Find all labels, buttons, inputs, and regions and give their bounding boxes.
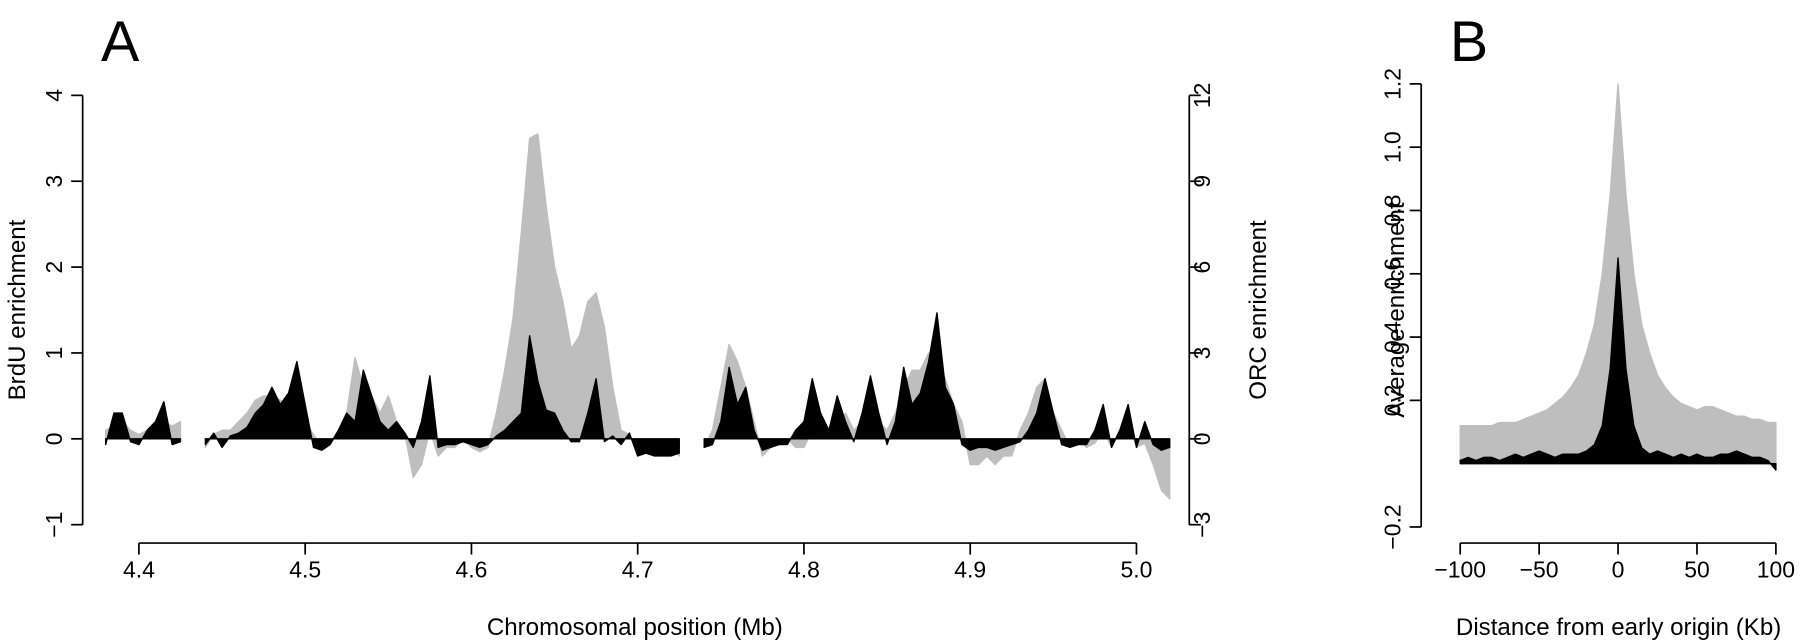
panel-label: B (1450, 10, 1488, 74)
y-tick-label: 1 (41, 347, 67, 360)
x-tick-label: −100 (1434, 556, 1486, 582)
x-tick-label: 50 (1684, 556, 1710, 582)
y-tick-label: 0.4 (1380, 321, 1406, 353)
y-axis-title: BrdU enrichment (4, 219, 31, 400)
x-tick-label: 100 (1757, 556, 1795, 582)
x-tick-label: −50 (1520, 556, 1559, 582)
y-tick-label: −0.2 (1380, 504, 1406, 549)
y2-axis-title: ORC enrichment (1245, 220, 1272, 400)
x-tick-label: 4.7 (622, 556, 654, 582)
y-tick-label: 0.8 (1380, 195, 1406, 227)
y2-tick-label: −3 (1189, 512, 1215, 538)
x-tick-label: 4.5 (289, 556, 321, 582)
y-tick-label: 0.2 (1380, 384, 1406, 416)
y-tick-label: 1.0 (1380, 131, 1406, 163)
y2-tick-label: 3 (1189, 347, 1215, 360)
y-tick-label: 0.6 (1380, 258, 1406, 290)
x-axis-title: Distance from early origin (Kb) (1456, 614, 1781, 641)
y2-tick-label: 12 (1189, 83, 1215, 109)
x-tick-label: 4.4 (123, 556, 155, 582)
x-tick-label: 0 (1612, 556, 1625, 582)
y-tick-label: 1.2 (1380, 68, 1406, 100)
x-tick-label: 4.8 (788, 556, 820, 582)
y2-tick-label: 0 (1189, 432, 1215, 445)
x-tick-label: 4.9 (954, 556, 986, 582)
y-tick-label: 2 (41, 261, 67, 274)
y-tick-label: 3 (41, 175, 67, 188)
x-tick-label: 4.6 (455, 556, 487, 582)
area-series (1459, 257, 1777, 471)
y2-tick-label: 9 (1189, 175, 1215, 188)
x-tick-label: 5.0 (1121, 556, 1153, 582)
y-axis-title: Average enrichment (1383, 202, 1410, 417)
panel-label: A (101, 10, 140, 74)
x-axis-title: Chromosomal position (Mb) (487, 614, 783, 641)
y2-tick-label: 6 (1189, 261, 1215, 274)
y-tick-label: 4 (41, 89, 67, 102)
y-tick-label: 0 (41, 432, 67, 445)
area-series (104, 312, 1171, 457)
y-tick-label: −1 (41, 512, 67, 538)
